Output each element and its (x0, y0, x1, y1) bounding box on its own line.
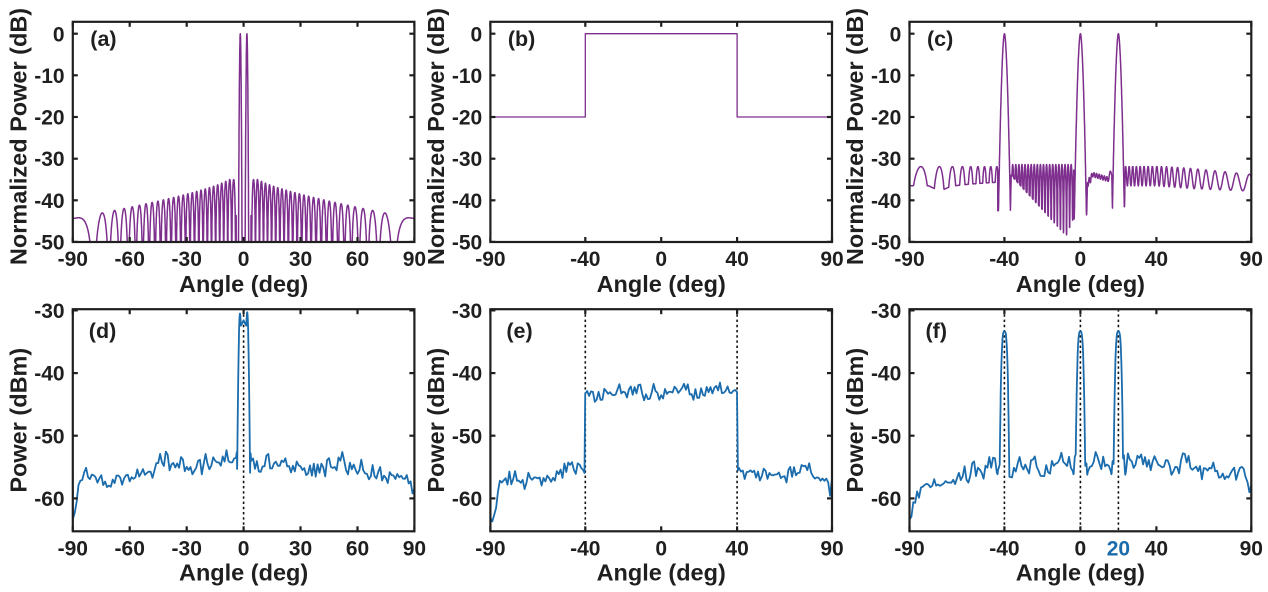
svg-text:-10: -10 (452, 65, 482, 88)
svg-text:-60: -60 (115, 538, 145, 561)
svg-text:-50: -50 (34, 425, 64, 448)
svg-text:-10: -10 (871, 65, 901, 88)
svg-text:Angle (deg): Angle (deg) (179, 271, 308, 297)
svg-text:0: 0 (53, 23, 65, 46)
svg-text:-50: -50 (452, 425, 482, 448)
svg-text:-30: -30 (871, 300, 901, 323)
svg-text:60: 60 (346, 538, 369, 561)
svg-text:-40: -40 (34, 190, 64, 213)
svg-text:-50: -50 (871, 232, 901, 255)
svg-text:0: 0 (471, 23, 483, 46)
svg-text:-30: -30 (34, 300, 64, 323)
svg-text:-40: -40 (570, 248, 600, 271)
svg-text:-30: -30 (452, 300, 482, 323)
svg-text:-40: -40 (452, 363, 482, 386)
svg-text:Power (dBm): Power (dBm) (842, 348, 868, 493)
svg-text:40: 40 (725, 248, 748, 271)
svg-text:-40: -40 (989, 538, 1019, 561)
svg-text:-10: -10 (34, 65, 64, 88)
svg-text:60: 60 (346, 248, 369, 271)
svg-text:-20: -20 (34, 107, 64, 130)
svg-text:Angle (deg): Angle (deg) (1016, 271, 1145, 297)
svg-text:Angle (deg): Angle (deg) (597, 560, 726, 586)
svg-text:0: 0 (1075, 538, 1087, 561)
svg-text:-60: -60 (115, 248, 145, 271)
svg-text:-40: -40 (34, 363, 64, 386)
svg-text:(b): (b) (508, 27, 535, 51)
svg-text:-60: -60 (871, 488, 901, 511)
svg-text:-40: -40 (871, 363, 901, 386)
svg-text:(c): (c) (927, 27, 953, 51)
svg-text:-20: -20 (871, 107, 901, 130)
svg-text:30: 30 (289, 538, 312, 561)
svg-text:90: 90 (403, 248, 426, 271)
svg-text:0: 0 (655, 248, 667, 271)
svg-text:-30: -30 (172, 248, 202, 271)
svg-text:(a): (a) (90, 27, 116, 51)
svg-text:Power (dBm): Power (dBm) (423, 348, 449, 493)
svg-text:Angle (deg): Angle (deg) (179, 560, 308, 586)
svg-text:0: 0 (890, 23, 902, 46)
svg-text:(e): (e) (506, 319, 532, 343)
svg-text:0: 0 (1075, 248, 1087, 271)
svg-text:40: 40 (725, 538, 748, 561)
svg-text:-40: -40 (452, 190, 482, 213)
svg-text:Normalized Power (dB): Normalized Power (dB) (5, 8, 31, 265)
svg-text:-40: -40 (570, 538, 600, 561)
svg-text:0: 0 (655, 538, 667, 561)
svg-text:Normalized Power (dB): Normalized Power (dB) (842, 8, 868, 265)
svg-text:90: 90 (820, 248, 843, 271)
svg-text:-30: -30 (871, 148, 901, 171)
svg-text:-60: -60 (34, 488, 64, 511)
svg-text:20: 20 (1107, 538, 1130, 561)
svg-text:90: 90 (820, 538, 843, 561)
svg-text:0: 0 (238, 248, 250, 271)
svg-text:Normalized Power (dB): Normalized Power (dB) (423, 8, 449, 265)
svg-text:-50: -50 (34, 232, 64, 255)
svg-text:-90: -90 (894, 248, 924, 271)
svg-text:(d): (d) (89, 319, 116, 343)
svg-text:-90: -90 (475, 248, 505, 271)
svg-text:-40: -40 (989, 248, 1019, 271)
svg-text:30: 30 (289, 248, 312, 271)
svg-text:-60: -60 (452, 488, 482, 511)
svg-text:-30: -30 (452, 148, 482, 171)
svg-text:Angle (deg): Angle (deg) (1016, 560, 1145, 586)
svg-text:-90: -90 (475, 538, 505, 561)
svg-text:40: 40 (1145, 538, 1168, 561)
svg-text:Power (dBm): Power (dBm) (5, 348, 31, 493)
svg-text:40: 40 (1145, 248, 1168, 271)
svg-text:-20: -20 (452, 107, 482, 130)
svg-text:-30: -30 (172, 538, 202, 561)
svg-text:(f): (f) (926, 319, 947, 343)
svg-text:-50: -50 (871, 425, 901, 448)
svg-text:-90: -90 (58, 248, 88, 271)
svg-text:0: 0 (238, 538, 250, 561)
svg-text:90: 90 (1240, 248, 1263, 271)
svg-text:90: 90 (403, 538, 426, 561)
svg-text:-30: -30 (34, 148, 64, 171)
svg-text:-90: -90 (58, 538, 88, 561)
svg-text:-40: -40 (871, 190, 901, 213)
svg-text:Angle (deg): Angle (deg) (597, 271, 726, 297)
svg-text:-50: -50 (452, 232, 482, 255)
svg-text:-90: -90 (894, 538, 924, 561)
svg-text:90: 90 (1240, 538, 1263, 561)
